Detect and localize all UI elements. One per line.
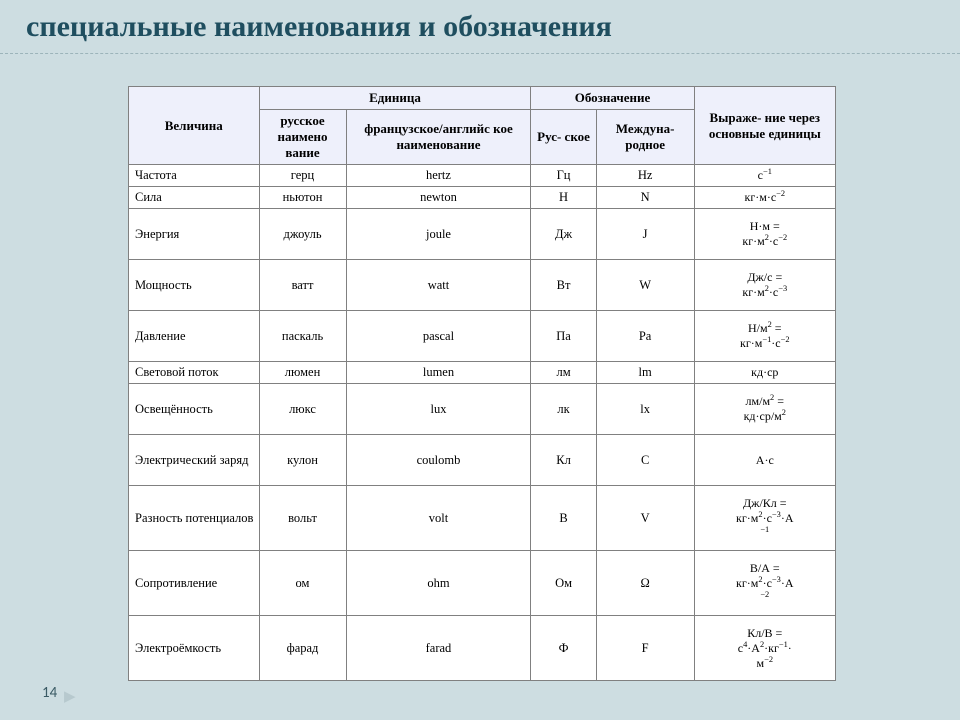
cell: Разность потенциалов [129, 486, 260, 551]
cell: А·с [694, 435, 835, 486]
cell: W [596, 260, 694, 311]
table-row: СиланьютонnewtonНNкг·м·с−2 [129, 187, 836, 209]
cell: Ω [596, 551, 694, 616]
table-row: ЭлектроёмкостьфарадfaradФFКл/В =с4·А2·кг… [129, 616, 836, 681]
cell: Кл [531, 435, 596, 486]
cell: lumen [346, 362, 531, 384]
cell: N [596, 187, 694, 209]
cell: Сопротивление [129, 551, 260, 616]
cell: ньютон [259, 187, 346, 209]
cell: Pa [596, 311, 694, 362]
cell: ом [259, 551, 346, 616]
table-header: Величина Единица Обозначение Выраже- ние… [129, 87, 836, 165]
cell: фарад [259, 616, 346, 681]
col-symbol-ru: Рус- ское [531, 110, 596, 165]
table-row: ЭнергияджоульjouleДжJН·м =кг·м2·с−2 [129, 209, 836, 260]
cell: V [596, 486, 694, 551]
cell: lux [346, 384, 531, 435]
table-row: Разность потенциаловвольтvoltВVДж/Кл =кг… [129, 486, 836, 551]
cell: Световой поток [129, 362, 260, 384]
col-expression: Выраже- ние через основные единицы [694, 87, 835, 165]
cell: newton [346, 187, 531, 209]
col-quantity: Величина [129, 87, 260, 165]
cell: люмен [259, 362, 346, 384]
table-row: СопротивлениеомohmОмΩВ/А =кг·м2·с−3·А−2 [129, 551, 836, 616]
table-row: Освещённостьлюксluxлкlxлм/м2 =кд·ср/м2 [129, 384, 836, 435]
table-body: ЧастотагерцhertzГцHzс−1СиланьютонnewtonН… [129, 165, 836, 681]
cell: лм/м2 =кд·ср/м2 [694, 384, 835, 435]
slide-number: 14 [42, 684, 57, 702]
cell: кд·ср [694, 362, 835, 384]
cell: Н [531, 187, 596, 209]
cell: джоуль [259, 209, 346, 260]
cell: ohm [346, 551, 531, 616]
cell: ватт [259, 260, 346, 311]
cell: lx [596, 384, 694, 435]
cell: Н/м2 =кг·м−1·с−2 [694, 311, 835, 362]
colgroup-unit: Единица [259, 87, 531, 110]
cell: люкс [259, 384, 346, 435]
page-title: специальные наименования и обозначения [0, 0, 960, 49]
cell: Па [531, 311, 596, 362]
cell: farad [346, 616, 531, 681]
cell: pascal [346, 311, 531, 362]
cell: Дж [531, 209, 596, 260]
cell: C [596, 435, 694, 486]
cell: Вт [531, 260, 596, 311]
cell: В/А =кг·м2·с−3·А−2 [694, 551, 835, 616]
cell: Освещённость [129, 384, 260, 435]
cell: Hz [596, 165, 694, 187]
cell: joule [346, 209, 531, 260]
cell: F [596, 616, 694, 681]
cell: Ом [531, 551, 596, 616]
cell: hertz [346, 165, 531, 187]
units-table-container: Величина Единица Обозначение Выраже- ние… [128, 86, 836, 681]
cell: Электроёмкость [129, 616, 260, 681]
cell: Электрический заряд [129, 435, 260, 486]
table-row: Световой потоклюменlumenлмlmкд·ср [129, 362, 836, 384]
cell: Частота [129, 165, 260, 187]
colgroup-symbol: Обозначение [531, 87, 694, 110]
cell: Энергия [129, 209, 260, 260]
col-unit-ru: русское наимено вание [259, 110, 346, 165]
table-row: Электрический зарядкулонcoulombКлCА·с [129, 435, 836, 486]
cell: coulomb [346, 435, 531, 486]
divider [0, 53, 960, 54]
cell: Ф [531, 616, 596, 681]
col-symbol-int: Междуна- родное [596, 110, 694, 165]
cell: В [531, 486, 596, 551]
cell: Кл/В =с4·А2·кг−1·м−2 [694, 616, 835, 681]
cell: lm [596, 362, 694, 384]
cell: герц [259, 165, 346, 187]
cell: паскаль [259, 311, 346, 362]
cell: watt [346, 260, 531, 311]
cell: Сила [129, 187, 260, 209]
table-row: МощностьваттwattВтWДж/с =кг·м2·с−3 [129, 260, 836, 311]
col-unit-en: французское/английс кое наименование [346, 110, 531, 165]
table-row: ДавлениепаскальpascalПаPaН/м2 =кг·м−1·с−… [129, 311, 836, 362]
cell: вольт [259, 486, 346, 551]
cell: Давление [129, 311, 260, 362]
cell: Дж/с =кг·м2·с−3 [694, 260, 835, 311]
cell: Дж/Кл =кг·м2·с−3·А−1 [694, 486, 835, 551]
units-table: Величина Единица Обозначение Выраже- ние… [128, 86, 836, 681]
cell: J [596, 209, 694, 260]
cell: Гц [531, 165, 596, 187]
cell: Н·м =кг·м2·с−2 [694, 209, 835, 260]
table-row: ЧастотагерцhertzГцHzс−1 [129, 165, 836, 187]
cell: кулон [259, 435, 346, 486]
cell: лм [531, 362, 596, 384]
cell: лк [531, 384, 596, 435]
next-arrow-icon: ▶ [64, 687, 76, 705]
cell: кг·м·с−2 [694, 187, 835, 209]
cell: volt [346, 486, 531, 551]
cell: Мощность [129, 260, 260, 311]
cell: с−1 [694, 165, 835, 187]
